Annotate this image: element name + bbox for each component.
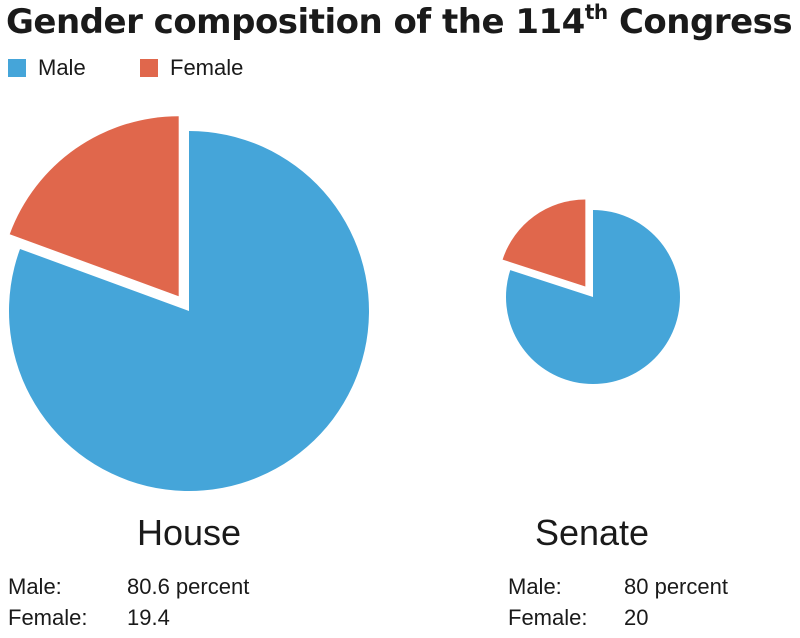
senate-male-key: Male: — [508, 574, 562, 599]
senate-female-value: 20 — [624, 605, 649, 630]
senate-slice-female — [502, 199, 586, 287]
legend-label-male: Male — [38, 55, 86, 80]
senate-label: Senate — [534, 512, 650, 553]
house-male-value: 80.6 percent — [127, 574, 250, 599]
title-tail: Congress — [607, 2, 793, 42]
legend-label-female: Female — [170, 55, 244, 80]
senate-female-key: Female: — [508, 605, 588, 630]
chart-title: Gender composition of the 114th Congress — [6, 0, 793, 42]
senate-male-value: 80 percent — [624, 574, 728, 599]
house-female-key: Female: — [8, 605, 88, 630]
legend-swatch-female — [140, 59, 158, 77]
title-main: Gender composition of the 114 — [6, 2, 585, 42]
legend-swatch-male — [8, 59, 26, 77]
house-female-value: 19.4 — [127, 605, 170, 630]
title-superscript: th — [584, 0, 608, 24]
house-label: House — [136, 512, 242, 553]
house-slice-male — [8, 131, 370, 491]
senate-slice-male — [505, 210, 680, 384]
house-slice-female — [9, 116, 179, 297]
house-male-key: Male: — [8, 574, 62, 599]
